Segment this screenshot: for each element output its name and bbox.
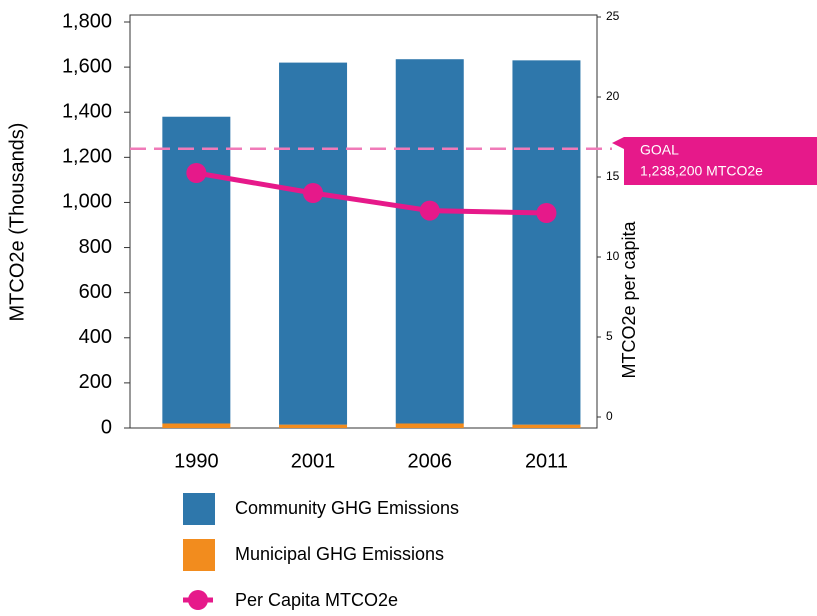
goal-value-label: 1,238,200 MTCO2e (640, 163, 763, 179)
bar (162, 423, 231, 428)
legend-label: Community GHG Emissions (235, 498, 459, 518)
y2-tick-label: 25 (606, 9, 620, 23)
legend-swatch (183, 493, 215, 525)
y2-tick-label: 15 (606, 169, 620, 183)
line-point (303, 183, 324, 203)
bar (395, 59, 464, 424)
legend-swatch (183, 539, 215, 571)
line-point (536, 203, 557, 223)
x-tick-label: 1990 (174, 450, 219, 472)
y2-tick-label: 10 (606, 249, 620, 263)
y-tick-label: 1,800 (62, 10, 112, 32)
y-tick-label: 1,600 (62, 55, 112, 77)
y-tick-label: 1,400 (62, 101, 112, 123)
bar (162, 116, 231, 424)
y2-tick-label: 0 (606, 409, 613, 423)
y-tick-label: 0 (101, 416, 112, 438)
line-point (419, 200, 440, 221)
goal-label: GOAL (640, 142, 679, 158)
bar (279, 424, 348, 428)
y2-tick-label: 5 (606, 329, 613, 343)
y-tick-label: 800 (79, 236, 112, 258)
y-tick-label: 1,000 (62, 191, 112, 213)
y-tick-label: 200 (79, 371, 112, 393)
y-tick-label: 400 (79, 326, 112, 348)
line (195, 170, 547, 216)
x-tick-label: 2006 (408, 450, 453, 472)
y2-axis-label: MTCO2e per capita (619, 220, 639, 378)
legend-label: Per Capita MTCO2e (235, 590, 398, 610)
legend-swatch (188, 590, 208, 610)
legend-label: Municipal GHG Emissions (235, 544, 444, 564)
y-axis-label: MTCO2e (Thousands) (6, 123, 28, 322)
goal-callout (612, 137, 817, 185)
y-tick-label: 1,200 (62, 146, 112, 168)
bar (395, 423, 464, 428)
plot-frame (129, 14, 598, 429)
bar (512, 424, 581, 428)
bar (512, 60, 581, 425)
x-tick-label: 2011 (525, 450, 568, 472)
y2-tick-label: 20 (606, 89, 620, 103)
bar (279, 62, 348, 425)
x-tick-label: 2001 (291, 450, 336, 472)
line-point (186, 163, 207, 183)
y-tick-label: 600 (79, 281, 112, 303)
